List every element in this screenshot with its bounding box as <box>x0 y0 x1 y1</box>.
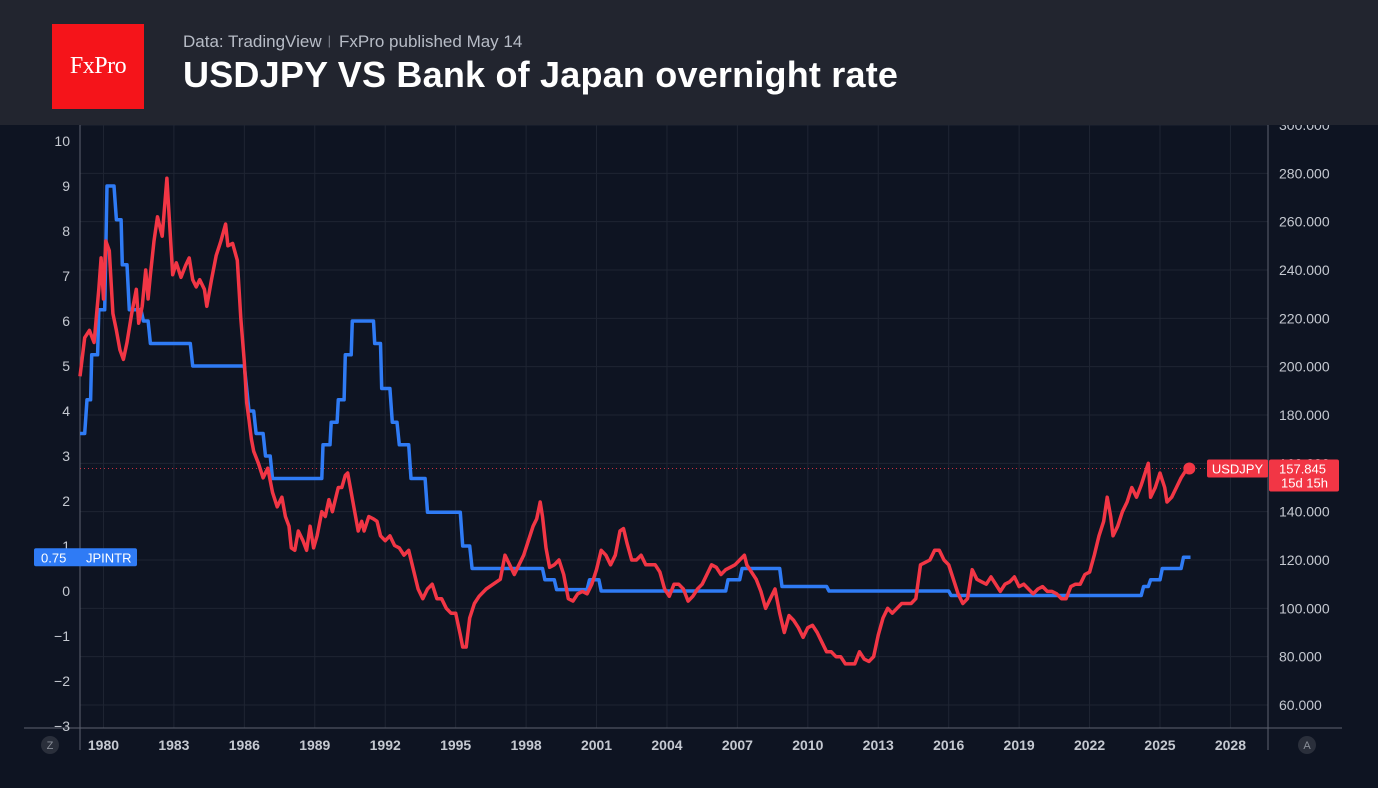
left-tick-label: −2 <box>54 673 70 689</box>
axes <box>24 125 1342 750</box>
x-tick-label: 1986 <box>229 737 260 753</box>
jpintr-value-label: 0.75 <box>41 550 66 565</box>
right-tick-label: 200.000 <box>1279 359 1330 375</box>
x-tick-label: 1989 <box>299 737 330 753</box>
separator-icon: | <box>327 33 331 48</box>
usdjpy-last-point <box>1183 462 1196 475</box>
z-scale-button[interactable]: Z <box>41 736 59 754</box>
usdjpy-name-badge: USDJPY <box>1207 459 1268 478</box>
data-source: Data: TradingView | FxPro published May 14 <box>183 32 522 52</box>
right-tick-label: 120.000 <box>1279 552 1330 568</box>
right-tick-label: 240.000 <box>1279 262 1330 278</box>
x-tick-label: 2019 <box>1004 737 1035 753</box>
left-tick-label: 0 <box>62 583 70 599</box>
a-scale-button[interactable]: A <box>1298 736 1316 754</box>
x-tick-label: 2007 <box>722 737 753 753</box>
chart-header: FxPro Data: TradingView | FxPro published … <box>0 0 1378 125</box>
fxpro-logo: FxPro <box>52 24 144 109</box>
line-chart[interactable]: 109876543210−1−2−3300.000280.000260.0002… <box>0 125 1378 788</box>
right-tick-label: 220.000 <box>1279 310 1330 326</box>
x-tick-label: 2013 <box>863 737 894 753</box>
left-tick-label: −3 <box>54 718 70 734</box>
usdjpy-line[interactable] <box>78 176 1191 666</box>
a-scale-button-label: A <box>1303 740 1311 752</box>
right-tick-label: 140.000 <box>1279 504 1330 520</box>
x-tick-label: 1995 <box>440 737 471 753</box>
grid-lines <box>80 125 1268 728</box>
jpintr-name-label: JPINTR <box>86 550 132 565</box>
x-tick-label: 2028 <box>1215 737 1246 753</box>
x-tick-label: 1983 <box>158 737 189 753</box>
x-tick-label: 1980 <box>88 737 119 753</box>
x-tick-label: 1992 <box>370 737 401 753</box>
x-tick-label: 2004 <box>651 737 682 753</box>
left-tick-label: 6 <box>62 313 70 329</box>
left-tick-label: 7 <box>62 268 70 284</box>
series-lines <box>78 176 1268 666</box>
axis-labels: 109876543210−1−2−3300.000280.000260.0002… <box>41 125 1330 754</box>
a-scale-button-bg <box>1298 736 1316 754</box>
usdjpy-value-label: 157.845 <box>1279 462 1326 477</box>
z-scale-button-label: Z <box>47 740 54 752</box>
left-tick-label: 10 <box>54 133 70 149</box>
right-tick-label: 260.000 <box>1279 214 1330 230</box>
chart-title: USDJPY VS Bank of Japan overnight rate <box>183 54 899 95</box>
left-tick-label: 1 <box>62 538 70 554</box>
right-tick-label: 300.000 <box>1279 125 1330 133</box>
left-tick-label: 9 <box>62 178 70 194</box>
right-tick-label: 100.000 <box>1279 600 1330 616</box>
left-tick-label: 8 <box>62 223 70 239</box>
jpintr-badge-bg <box>34 548 137 567</box>
usdjpy-value-badge-bg <box>1269 459 1339 492</box>
left-tick-label: 2 <box>62 493 70 509</box>
source-label: Data: TradingView <box>183 32 322 51</box>
left-tick-label: 4 <box>62 403 70 419</box>
z-scale-button-bg <box>41 736 59 754</box>
x-tick-label: 2025 <box>1144 737 1175 753</box>
right-tick-label: 280.000 <box>1279 165 1330 181</box>
left-tick-label: −1 <box>54 628 70 644</box>
jpintr-line[interactable] <box>80 184 1191 598</box>
right-tick-label: 180.000 <box>1279 407 1330 423</box>
right-tick-label: 60.000 <box>1279 697 1322 713</box>
right-tick-label: 80.000 <box>1279 649 1322 665</box>
jpintr-badge: 0.75 JPINTR <box>34 548 137 567</box>
publish-label: FxPro published May 14 <box>339 32 523 51</box>
left-tick-label: 5 <box>62 358 70 374</box>
x-tick-label: 2010 <box>792 737 823 753</box>
usdjpy-name-badge-bg <box>1207 459 1268 478</box>
usdjpy-countdown-label: 15d 15h <box>1281 476 1328 491</box>
usdjpy-name-label: USDJPY <box>1212 462 1264 477</box>
x-tick-label: 2022 <box>1074 737 1105 753</box>
x-tick-label: 2001 <box>581 737 612 753</box>
x-tick-label: 1998 <box>511 737 542 753</box>
left-tick-label: 3 <box>62 448 70 464</box>
x-tick-label: 2016 <box>933 737 964 753</box>
